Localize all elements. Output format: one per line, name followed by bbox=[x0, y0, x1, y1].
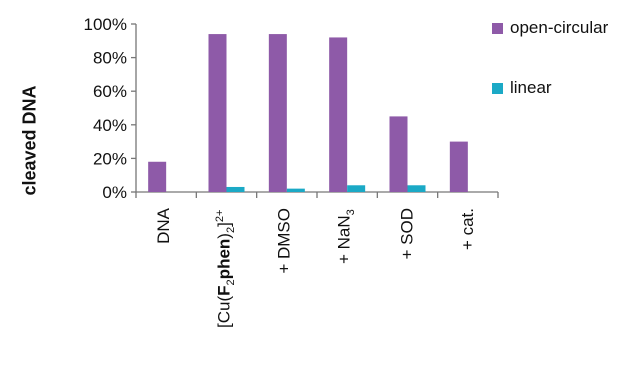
bar-linear-4 bbox=[407, 185, 426, 192]
bar-linear-2 bbox=[286, 188, 305, 192]
x-tick-label-cat: + cat. bbox=[458, 208, 477, 251]
bar-linear-1 bbox=[226, 186, 245, 192]
axes bbox=[131, 23, 499, 198]
y-tick-label: 100% bbox=[84, 15, 127, 34]
bar-open-circular-3 bbox=[329, 37, 348, 192]
y-axis-label: cleaved DNA bbox=[19, 84, 40, 196]
bar-open-circular-2 bbox=[268, 34, 287, 192]
legend-label-open-circular: open-circular bbox=[510, 18, 609, 37]
bars bbox=[148, 34, 468, 192]
x-tick-label-dmso: + DMSO bbox=[275, 208, 294, 274]
bar-open-circular-1 bbox=[208, 34, 227, 192]
legend-item-open-circular: open-circular bbox=[492, 18, 608, 38]
y-tick-label: 80% bbox=[93, 49, 127, 68]
y-tick-label: 60% bbox=[93, 82, 127, 101]
x-tick-label-sod: + SOD bbox=[397, 208, 416, 260]
y-tick-label: 20% bbox=[93, 149, 127, 168]
legend-swatch-open-circular bbox=[492, 22, 503, 34]
y-tick-label: 0% bbox=[102, 183, 127, 202]
x-tick-label-nan3: + NaN3 bbox=[334, 209, 358, 265]
bar-linear-3 bbox=[347, 185, 366, 192]
legend-swatch-linear bbox=[492, 82, 503, 94]
x-tick-label-dna: DNA bbox=[154, 208, 173, 244]
legend-label-linear: linear bbox=[510, 78, 552, 97]
legend-item-linear: linear bbox=[492, 78, 552, 98]
x-tick-label-cu-complex: [Cu(F2phen)2]2+ bbox=[213, 209, 237, 328]
y-tick-label: 40% bbox=[93, 116, 127, 135]
bar-open-circular-5 bbox=[449, 141, 468, 192]
bar-open-circular-4 bbox=[389, 116, 408, 192]
y-tick-labels: 0% 20% 40% 60% 80% 100% bbox=[84, 15, 127, 202]
bar-open-circular-0 bbox=[148, 161, 167, 192]
